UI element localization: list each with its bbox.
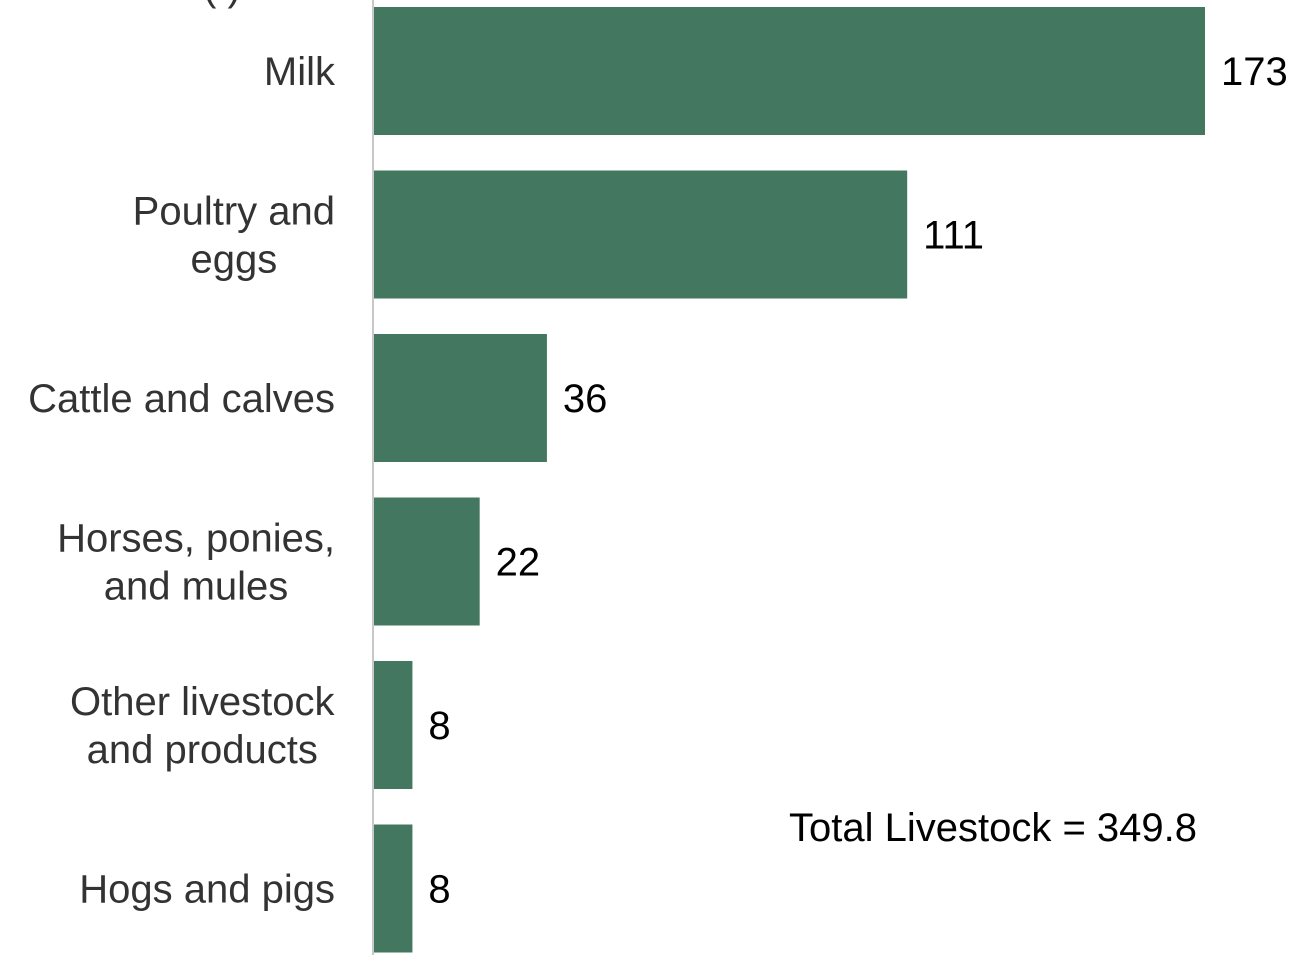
value-labels-group: 173 111 36 22 8 8 [428, 50, 1287, 912]
category-label-3: Horses, ponies, and mules [57, 517, 335, 609]
category-label-4-line-1: and products [87, 728, 318, 772]
bar-4 [374, 661, 413, 789]
category-label-4-line-0: Other livestock [70, 680, 336, 724]
value-label-5: 8 [428, 868, 450, 912]
category-label-0: Milk [264, 50, 336, 94]
value-label-2: 36 [563, 377, 608, 421]
total-livestock-annotation: Total Livestock = 349.8 [789, 806, 1197, 850]
value-label-1: 111 [923, 214, 984, 258]
category-label-1-line-0: Poultry and [133, 190, 335, 234]
category-label-1-line-1: eggs [190, 238, 277, 282]
value-label-4: 8 [428, 704, 450, 748]
category-label-3-line-1: and mules [104, 565, 289, 609]
category-label-4: Other livestock and products [70, 680, 336, 772]
category-label-3-line-0: Horses, ponies, [57, 517, 335, 561]
value-label-0: 173 [1221, 50, 1288, 94]
category-label-1: Poultry and eggs [133, 190, 335, 282]
category-label-2: Cattle and calves [28, 377, 335, 421]
category-labels-group: Milk Poultry and eggs Cattle and calves Hors… [28, 50, 336, 912]
bar-2 [374, 334, 547, 462]
value-label-3: 22 [496, 541, 540, 585]
chart-title-fragment: ( ) [203, 0, 241, 9]
bars-group [374, 7, 1205, 953]
category-label-5: Hogs and pigs [79, 868, 335, 912]
bar-0 [374, 7, 1205, 135]
bar-1 [374, 170, 908, 299]
bar-3 [374, 497, 480, 626]
bar-5 [374, 824, 413, 953]
